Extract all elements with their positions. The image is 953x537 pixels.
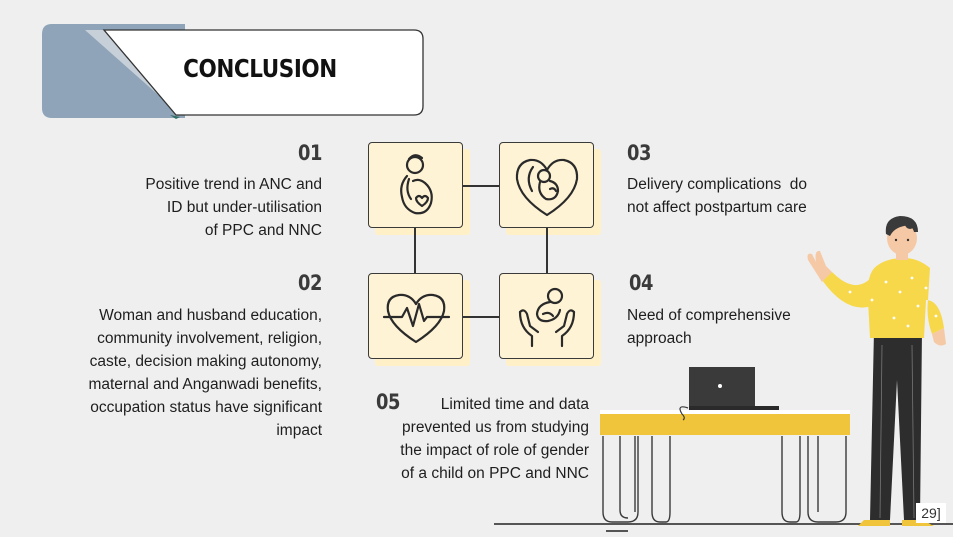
item-03-text: Delivery complications do not affect pos…	[627, 173, 847, 219]
item-01-line: of PPC and NNC	[204, 222, 322, 239]
item-01-number: 01	[298, 141, 322, 165]
item-04-line: Need of comprehensive	[627, 307, 791, 324]
item-02-line: community involvement, religion,	[97, 330, 322, 347]
baby-in-hands-icon	[518, 287, 576, 348]
icon-box-4	[499, 273, 601, 366]
item-05-line: the impact of role of gender	[400, 442, 589, 459]
page-number: 29]	[916, 503, 946, 523]
connector-left	[414, 227, 416, 274]
page-title: CONCLUSION	[183, 54, 337, 83]
item-05-line: Limited time and data	[440, 396, 589, 413]
icon-box-3	[368, 273, 470, 366]
item-03-line: not affect postpartum care	[627, 199, 807, 216]
item-02-line: occupation status have significant	[90, 399, 322, 416]
item-02-number: 02	[298, 271, 322, 295]
item-01-line: Positive trend in ANC and	[145, 176, 322, 193]
item-05-line: prevented us from studying	[402, 419, 589, 436]
item-05-line: of a child on PPC and NNC	[401, 465, 589, 482]
item-03-line: Delivery complications do	[627, 176, 808, 193]
connector-top	[462, 185, 500, 187]
desk-icon	[600, 410, 850, 523]
laptop-icon	[679, 367, 779, 421]
item-02-line: maternal and Anganwadi benefits,	[88, 376, 322, 393]
icon-box-1	[368, 142, 470, 235]
item-03-number: 03	[627, 141, 651, 165]
connector-bottom	[462, 316, 500, 318]
presenter-icon	[807, 216, 946, 526]
item-04-number: 04	[629, 271, 653, 295]
pregnant-mother-icon	[400, 154, 433, 215]
item-05-text: Limited time and data prevented us from …	[370, 393, 589, 485]
item-01-text: Positive trend in ANC and ID but under-u…	[100, 173, 322, 242]
item-04-text: Need of comprehensive approach	[627, 304, 847, 350]
title-banner	[42, 24, 424, 119]
item-02-line: impact	[276, 422, 322, 439]
item-02-line: Woman and husband education,	[99, 307, 322, 324]
baby-in-heart-icon	[515, 158, 579, 217]
icon-box-2	[499, 142, 601, 235]
item-04-line: approach	[627, 330, 692, 347]
heartbeat-icon	[382, 293, 451, 344]
item-01-line: ID but under-utilisation	[166, 199, 322, 216]
item-02-line: caste, decision making autonomy,	[89, 353, 322, 370]
item-02-text: Woman and husband education, community i…	[50, 304, 322, 442]
connector-right	[546, 227, 548, 274]
item-05-number: 05	[376, 390, 400, 414]
